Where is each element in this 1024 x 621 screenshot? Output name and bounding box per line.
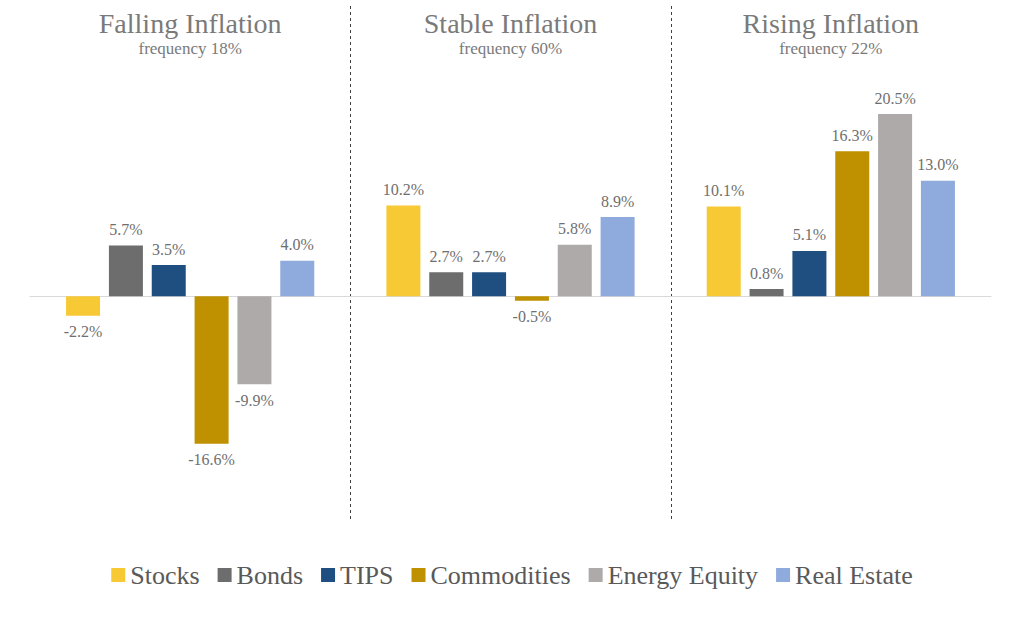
svg-text:Stable Inflation: Stable Inflation: [424, 8, 597, 39]
svg-text:4.0%: 4.0%: [281, 236, 314, 253]
svg-text:frequency 18%: frequency 18%: [138, 39, 241, 58]
svg-text:TIPS: TIPS: [340, 561, 393, 590]
svg-text:Energy Equity: Energy Equity: [608, 561, 758, 590]
svg-text:8.9%: 8.9%: [601, 193, 634, 210]
svg-text:13.0%: 13.0%: [917, 156, 958, 173]
svg-text:-16.6%: -16.6%: [188, 451, 235, 468]
svg-text:Falling Inflation: Falling Inflation: [99, 8, 282, 39]
svg-text:10.1%: 10.1%: [703, 182, 744, 199]
svg-text:5.1%: 5.1%: [793, 226, 826, 243]
svg-text:Bonds: Bonds: [237, 561, 303, 590]
svg-text:2.7%: 2.7%: [430, 248, 463, 265]
svg-text:5.8%: 5.8%: [558, 220, 591, 237]
svg-text:Real Estate: Real Estate: [795, 561, 913, 590]
svg-text:5.7%: 5.7%: [109, 221, 142, 238]
svg-text:20.5%: 20.5%: [874, 90, 915, 107]
svg-text:-0.5%: -0.5%: [513, 308, 552, 325]
svg-text:10.2%: 10.2%: [383, 181, 424, 198]
svg-text:0.8%: 0.8%: [750, 265, 783, 282]
svg-text:-9.9%: -9.9%: [235, 392, 274, 409]
svg-text:Rising Inflation: Rising Inflation: [743, 8, 920, 39]
svg-text:3.5%: 3.5%: [152, 241, 185, 258]
svg-text:frequency 22%: frequency 22%: [779, 39, 882, 58]
svg-text:frequency 60%: frequency 60%: [459, 39, 562, 58]
svg-text:2.7%: 2.7%: [472, 248, 505, 265]
svg-text:Commodities: Commodities: [431, 561, 571, 590]
svg-text:Stocks: Stocks: [130, 561, 199, 590]
svg-text:16.3%: 16.3%: [832, 127, 873, 144]
svg-text:-2.2%: -2.2%: [64, 323, 103, 340]
